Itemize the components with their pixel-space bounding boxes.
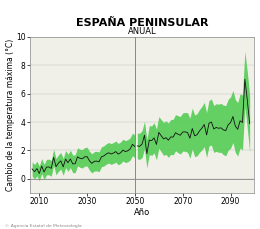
Text: ANUAL: ANUAL: [128, 27, 157, 36]
Text: ESPAÑA PENINSULAR: ESPAÑA PENINSULAR: [76, 18, 208, 28]
Text: © Agencia Estatal de Meteorología: © Agencia Estatal de Meteorología: [5, 224, 82, 228]
Y-axis label: Cambio de la temperatura máxima (°C): Cambio de la temperatura máxima (°C): [5, 39, 15, 191]
X-axis label: Año: Año: [134, 207, 150, 217]
